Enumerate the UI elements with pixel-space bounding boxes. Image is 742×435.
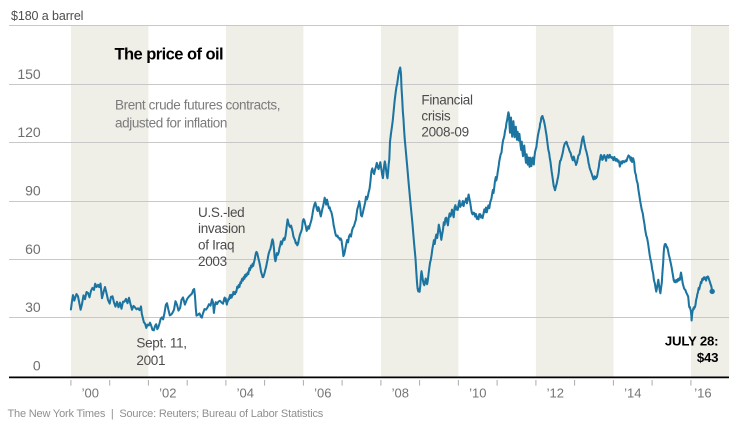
svg-text:0: 0 xyxy=(33,358,41,374)
svg-text:’10: ’10 xyxy=(469,386,486,401)
svg-text:’14: ’14 xyxy=(624,386,641,401)
svg-text:’06: ’06 xyxy=(314,386,331,401)
svg-text:Brent crude futures contracts,: Brent crude futures contracts, xyxy=(115,98,280,113)
svg-text:of Iraq: of Iraq xyxy=(198,238,234,253)
svg-text:’12: ’12 xyxy=(547,386,564,401)
svg-text:U.S.-led: U.S.-led xyxy=(198,205,244,220)
svg-text:Sept. 11,: Sept. 11, xyxy=(136,336,186,351)
svg-text:2003: 2003 xyxy=(198,254,227,269)
svg-text:The New York Times | Source:: The New York Times | Source: Reuters; Bu… xyxy=(8,408,324,420)
svg-text:2001: 2001 xyxy=(136,353,165,368)
svg-text:$43: $43 xyxy=(697,350,718,365)
svg-text:adjusted for inflation: adjusted for inflation xyxy=(115,116,227,131)
svg-text:crisis: crisis xyxy=(421,109,450,124)
svg-text:The price of oil: The price of oil xyxy=(115,45,224,63)
svg-text:Financial: Financial xyxy=(421,93,473,108)
svg-text:’08: ’08 xyxy=(392,386,409,401)
svg-text:’00: ’00 xyxy=(82,386,99,401)
svg-text:90: 90 xyxy=(25,182,41,198)
svg-text:invasion: invasion xyxy=(198,221,245,236)
svg-text:’02: ’02 xyxy=(159,386,176,401)
svg-text:60: 60 xyxy=(25,241,41,257)
svg-text:120: 120 xyxy=(17,124,41,140)
svg-text:30: 30 xyxy=(25,299,41,315)
svg-text:2008-09: 2008-09 xyxy=(421,125,468,140)
svg-text:150: 150 xyxy=(17,66,41,82)
svg-text:’04: ’04 xyxy=(237,386,254,401)
svg-text:’16: ’16 xyxy=(694,386,711,401)
svg-text:$180 a barrel: $180 a barrel xyxy=(11,9,83,23)
svg-text:JULY 28:: JULY 28: xyxy=(665,334,718,349)
